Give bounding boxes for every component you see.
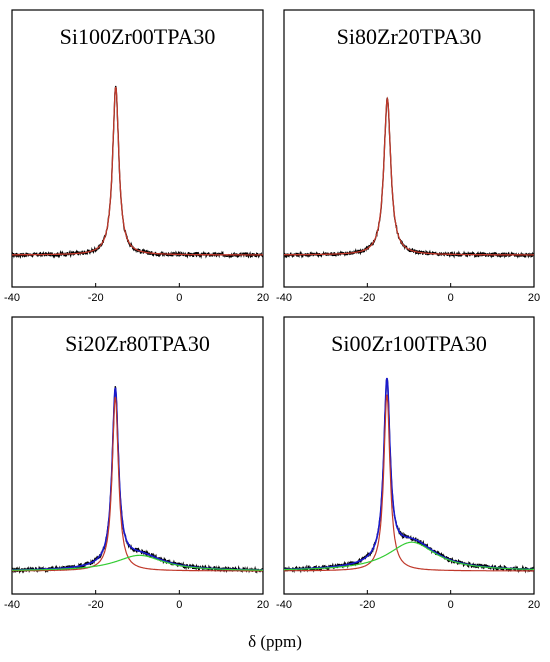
plot-area — [284, 377, 534, 574]
experimental-spectrum-line — [12, 386, 263, 575]
panel-title: Si80Zr20TPA30 — [337, 24, 482, 49]
plot-frame — [283, 316, 535, 595]
shared-x-axis-label: δ (ppm) — [248, 632, 302, 651]
x-tick-label: -20 — [88, 599, 104, 611]
chart-panel-3: Si20Zr80TPA30 -40 -20 0 20 — [4, 316, 269, 611]
plot-frame — [11, 9, 264, 288]
x-tick-label: -40 — [4, 292, 20, 304]
fit-component-1-line — [12, 396, 263, 572]
fit-component-2-line — [284, 541, 534, 571]
fit-component-2-line — [12, 554, 263, 571]
plot-frame — [11, 316, 264, 595]
x-tick-label: -40 — [276, 292, 292, 304]
x-tick-label: -20 — [88, 292, 104, 304]
x-tick-label: 20 — [528, 292, 540, 304]
chart-panel-4: Si00Zr100TPA30 -40 -20 0 20 — [276, 316, 540, 611]
plot-frame — [283, 9, 535, 288]
x-tick-label: 0 — [176, 599, 182, 611]
experimental-spectrum-line — [284, 97, 534, 259]
plot-area — [12, 386, 263, 575]
plot-area — [284, 96, 534, 259]
x-tick-label: -40 — [276, 599, 292, 611]
fit-component-1-line — [284, 394, 534, 572]
x-tick-label: -40 — [4, 599, 20, 611]
plot-area — [12, 85, 263, 260]
x-tick-label: 0 — [176, 292, 182, 304]
sum-fit-line — [12, 387, 263, 571]
x-tick-label: 20 — [528, 599, 540, 611]
x-tick-label: -20 — [359, 599, 375, 611]
panel-title: Si100Zr00TPA30 — [60, 24, 216, 49]
x-tick-label: 20 — [257, 599, 269, 611]
fit-curve-line — [284, 96, 534, 256]
x-tick-label: 0 — [448, 599, 454, 611]
x-tick-label: -20 — [359, 292, 375, 304]
experimental-spectrum-line — [12, 85, 263, 260]
chart-panel-2: Si80Zr20TPA30 -40 -20 0 20 — [276, 9, 540, 304]
panel-title: Si20Zr80TPA30 — [65, 331, 210, 356]
x-tick-label: 0 — [448, 292, 454, 304]
chart-panel-1: Si100Zr00TPA30 -40 -20 0 20 — [4, 9, 269, 304]
panel-title: Si00Zr100TPA30 — [331, 331, 487, 356]
x-tick-label: 20 — [257, 292, 269, 304]
fit-curve-line — [12, 86, 263, 256]
sum-fit-line — [284, 377, 534, 571]
